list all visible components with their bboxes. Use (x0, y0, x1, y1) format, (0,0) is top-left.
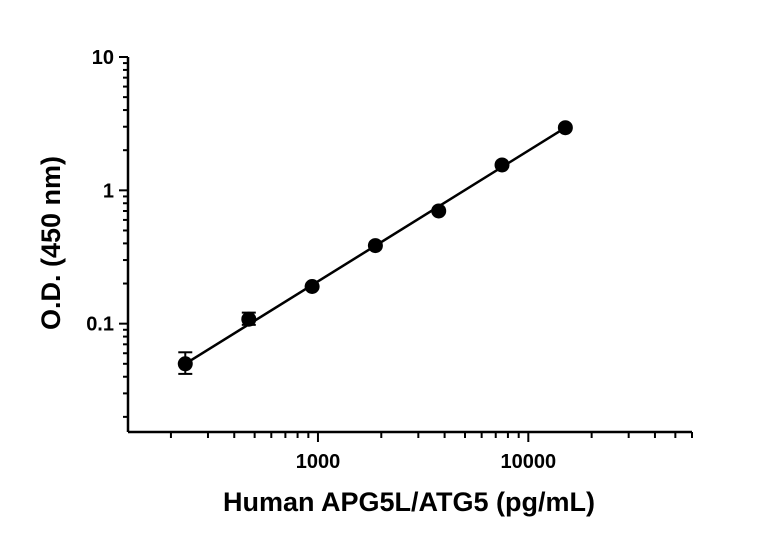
x-axis-title: Human APG5L/ATG5 (pg/mL) (223, 487, 595, 517)
y-axis-title: O.D. (450 nm) (36, 156, 66, 330)
x-tick-label: 1000 (296, 451, 341, 473)
data-point (304, 278, 320, 294)
y-tick-label: 1 (103, 180, 114, 202)
data-point (494, 157, 510, 173)
data-point (431, 203, 447, 219)
data-points (177, 120, 573, 375)
x-axis: 1000 10000 (128, 430, 693, 473)
data-point (241, 311, 257, 327)
x-tick-label: 10000 (501, 451, 557, 473)
data-point (557, 120, 573, 136)
data-point (177, 356, 193, 372)
y-tick-label: 10 (92, 47, 114, 69)
y-axis: 10 1 0.1 (86, 47, 130, 432)
y-tick-label: 0.1 (86, 314, 114, 336)
data-point (367, 238, 383, 254)
